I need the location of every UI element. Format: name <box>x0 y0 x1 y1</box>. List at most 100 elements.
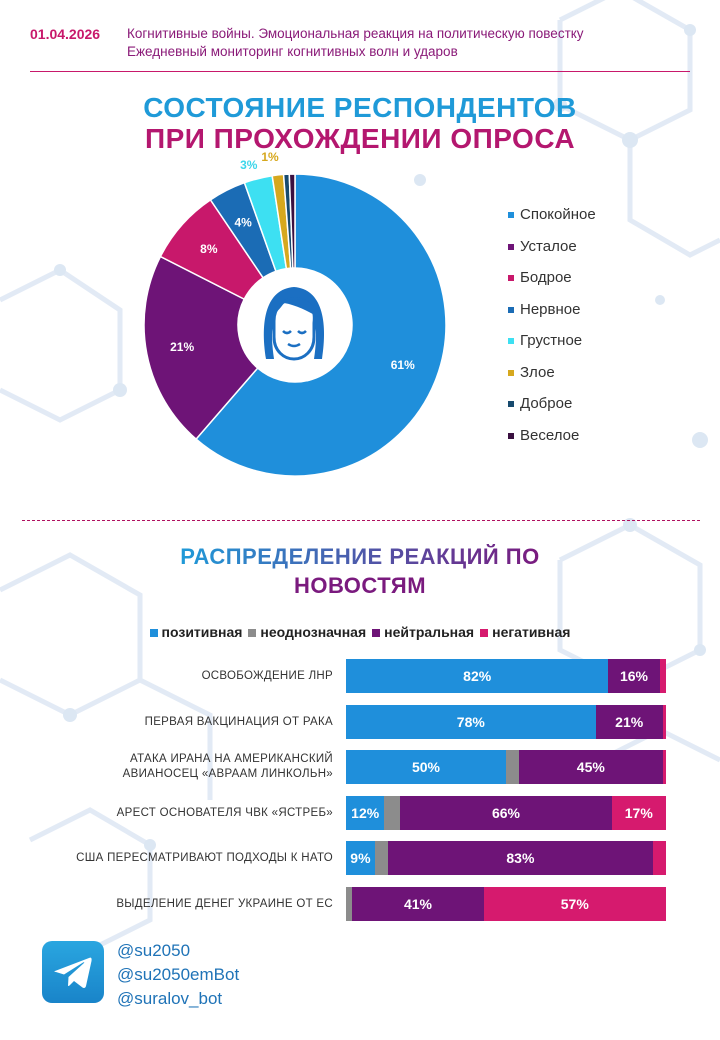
bar-segment-label: 50% <box>411 759 441 775</box>
bar-segment-нейтральная: 41% <box>352 887 484 921</box>
bar-row-label: АРЕСТ ОСНОВАТЕЛЯ ЧВК «ЯСТРЕБ» <box>40 806 333 821</box>
bar-segment-нейтральная: 66% <box>400 796 612 830</box>
legend-swatch <box>372 629 381 638</box>
pie-slice-7 <box>288 173 296 269</box>
pie-slice-1 <box>143 255 259 441</box>
report-date: 01.04.2026 <box>30 26 101 42</box>
bar-row: 82% 16% <box>346 659 666 693</box>
bar-legend-item: нейтральная <box>372 624 474 640</box>
telegram-logo[interactable] <box>42 941 104 1003</box>
legend-swatch <box>508 212 514 219</box>
telegram-plane-icon <box>54 957 92 988</box>
bar-segment-label: 16% <box>619 668 648 684</box>
bar-segment-нейтральная: 83% <box>387 841 654 875</box>
woman-face-icon <box>263 287 325 361</box>
pie-slice-0 <box>195 173 447 477</box>
pie-legend-item: Спокойное <box>508 206 596 223</box>
bar-row-label: АТАКА ИРАНА НА АМЕРИКАНСКИЙ АВИАНОСЕЦ «АВ… <box>40 752 333 782</box>
telegram-handle-suralov-bot[interactable]: @suralov_bot <box>117 989 223 1008</box>
pie-title-line1: СОСТОЯНИЕ РЕСПОНДЕНТОВ <box>143 92 577 123</box>
bar-row: 41% 57% <box>346 887 666 921</box>
bar-segment-негативная <box>662 750 666 784</box>
bar-row-label-line: ПЕРВАЯ ВАКЦИНАЦИЯ ОТ РАКА <box>144 715 333 728</box>
legend-label: Бодрое <box>520 269 572 286</box>
bar-row: 78% 21% <box>346 705 666 739</box>
bar-legend: позитивная неоднозначная нейтральная негати… <box>0 624 720 640</box>
legend-swatch <box>508 306 514 313</box>
report-subtitle-line1: Когнитивные войны. Эмоциональная реакция… <box>127 26 584 41</box>
bar-segment-негативная: 17% <box>611 796 666 830</box>
legend-swatch <box>508 338 514 345</box>
bar-segment-негативная <box>659 659 666 693</box>
bar-segment-нейтральная: 21% <box>595 705 663 739</box>
bar-segment-позитивная: 78% <box>346 705 596 739</box>
bar-segment-label: 45% <box>576 759 605 775</box>
legend-swatch <box>508 275 514 282</box>
bar-segment-позитивная: 12% <box>346 796 385 830</box>
bar-segment-label: 12% <box>351 805 380 821</box>
bar-row-label-line: АВИАНОСЕЦ «АВРААМ ЛИНКОЛЬН» <box>122 768 333 780</box>
legend-label: позитивная <box>161 624 243 640</box>
bar-segment-нейтральная: 45% <box>518 750 663 784</box>
legend-swatch <box>508 401 514 408</box>
pie-label-3: 4% <box>234 215 252 229</box>
legend-swatch <box>149 629 158 638</box>
legend-swatch <box>508 243 514 250</box>
bar-segment-label: 78% <box>456 714 485 730</box>
legend-label: нейтральная <box>384 624 475 640</box>
pie-label-2: 8% <box>200 242 218 256</box>
pie-legend-item: Грустное <box>508 332 582 349</box>
bar-segment-негативная <box>662 705 666 739</box>
legend-label: Нервное <box>520 300 581 318</box>
pie-legend-item: Нервное <box>508 301 580 318</box>
bar-row: 9% 83% <box>346 841 666 875</box>
bar-legend-item: неоднозначная <box>248 624 366 640</box>
bar-row: 50% 45% <box>346 750 666 784</box>
pie-legend-item: Доброе <box>508 395 572 412</box>
bar-row-label-line: АРЕСТ ОСНОВАТЕЛЯ ЧВК «ЯСТРЕБ» <box>116 806 333 819</box>
pie-legend-item: Усталое <box>508 238 577 255</box>
bar-segment-label: 83% <box>506 850 535 866</box>
bar-segment-label: 21% <box>615 714 644 730</box>
legend-label: Веселое <box>520 426 580 444</box>
bar-row-label-line: США ПЕРЕСМАТРИВАЮТ ПОДХОДЫ К НАТО <box>76 851 333 864</box>
bar-row-label: США ПЕРЕСМАТРИВАЮТ ПОДХОДЫ К НАТО <box>40 851 333 866</box>
pie-label-0: 61% <box>391 358 415 372</box>
bar-row-label: ВЫДЕЛЕНИЕ ДЕНЕГ УКРАИНЕ ОТ ЕС <box>40 897 333 912</box>
bar-segment-label: 82% <box>463 668 492 684</box>
legend-label: Доброе <box>520 395 573 412</box>
pie-label-5: 1% <box>261 150 279 164</box>
bar-segment-позитивная: 50% <box>346 750 506 784</box>
legend-swatch <box>508 432 514 439</box>
bar-segment-неоднозначная <box>374 841 388 875</box>
bar-segment-неоднозначная <box>384 796 401 830</box>
mood-donut-chart: 61% 21% 8% 4% 3%1% <box>143 150 447 477</box>
report-subtitle-line2: Ежедневный мониторинг когнитивных волн и… <box>127 44 458 59</box>
pie-label-4: 3% <box>240 158 258 172</box>
legend-swatch <box>480 629 489 638</box>
legend-label: негативная <box>492 624 571 640</box>
telegram-handle-channel[interactable]: @su2050 <box>117 941 191 960</box>
bar-segment-нейтральная: 16% <box>608 659 660 693</box>
section-divider <box>22 520 700 521</box>
legend-swatch <box>248 629 257 638</box>
legend-swatch <box>508 369 514 376</box>
pie-legend-item: Бодрое <box>508 269 572 286</box>
bar-row-label-line: АТАКА ИРАНА НА АМЕРИКАНСКИЙ <box>130 753 333 765</box>
legend-label: неоднозначная <box>260 624 367 640</box>
bar-segment-label: 66% <box>491 805 520 821</box>
bar-title-line2: НОВОСТЯМ <box>293 573 427 598</box>
bar-row-label-line: ОСВОБОЖДЕНИЕ ЛНР <box>201 669 333 682</box>
bar-segment-неоднозначная <box>506 750 519 784</box>
bar-segment-label: 9% <box>350 850 371 866</box>
bar-segment-label: 41% <box>403 896 432 912</box>
legend-label: Усталое <box>520 237 577 255</box>
bar-segment-негативная: 57% <box>483 887 666 921</box>
bar-row: 12% 66% 17% <box>346 796 666 830</box>
pie-legend-item: Злое <box>508 364 555 381</box>
telegram-handle-bot[interactable]: @su2050emBot <box>117 965 240 984</box>
header-divider <box>30 71 690 72</box>
bar-legend-item: позитивная <box>149 624 243 640</box>
bar-segment-label: 17% <box>624 805 653 821</box>
